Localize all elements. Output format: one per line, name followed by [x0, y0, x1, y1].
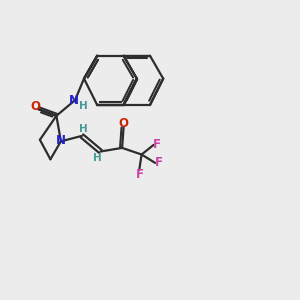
Text: H: H	[79, 100, 88, 111]
Text: H: H	[92, 153, 101, 163]
Text: N: N	[56, 134, 66, 147]
Text: F: F	[136, 168, 144, 181]
Text: F: F	[155, 156, 163, 169]
Text: H: H	[79, 124, 88, 134]
Text: O: O	[118, 117, 129, 130]
Text: F: F	[153, 138, 161, 151]
Text: O: O	[30, 100, 40, 113]
Text: N: N	[68, 94, 79, 107]
